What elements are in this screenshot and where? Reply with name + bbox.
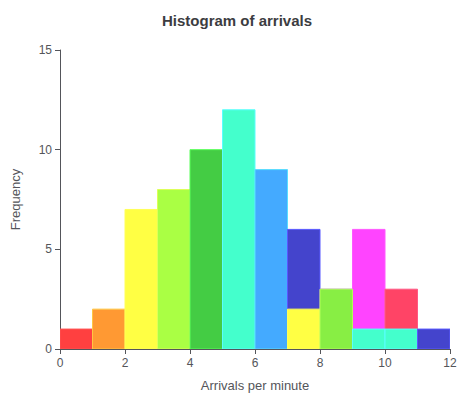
svg-text:2: 2 xyxy=(122,356,129,370)
svg-text:5: 5 xyxy=(45,242,52,256)
svg-text:0: 0 xyxy=(57,356,64,370)
svg-text:10: 10 xyxy=(39,143,53,157)
svg-text:Frequency: Frequency xyxy=(8,168,23,230)
svg-text:8: 8 xyxy=(317,356,324,370)
svg-text:15: 15 xyxy=(39,43,53,57)
svg-text:4: 4 xyxy=(187,356,194,370)
svg-text:Arrivals per minute: Arrivals per minute xyxy=(201,378,309,393)
svg-text:Histogram of arrivals: Histogram of arrivals xyxy=(162,12,312,29)
svg-text:10: 10 xyxy=(378,356,392,370)
svg-text:12: 12 xyxy=(443,356,457,370)
svg-text:6: 6 xyxy=(252,356,259,370)
svg-text:0: 0 xyxy=(45,342,52,356)
